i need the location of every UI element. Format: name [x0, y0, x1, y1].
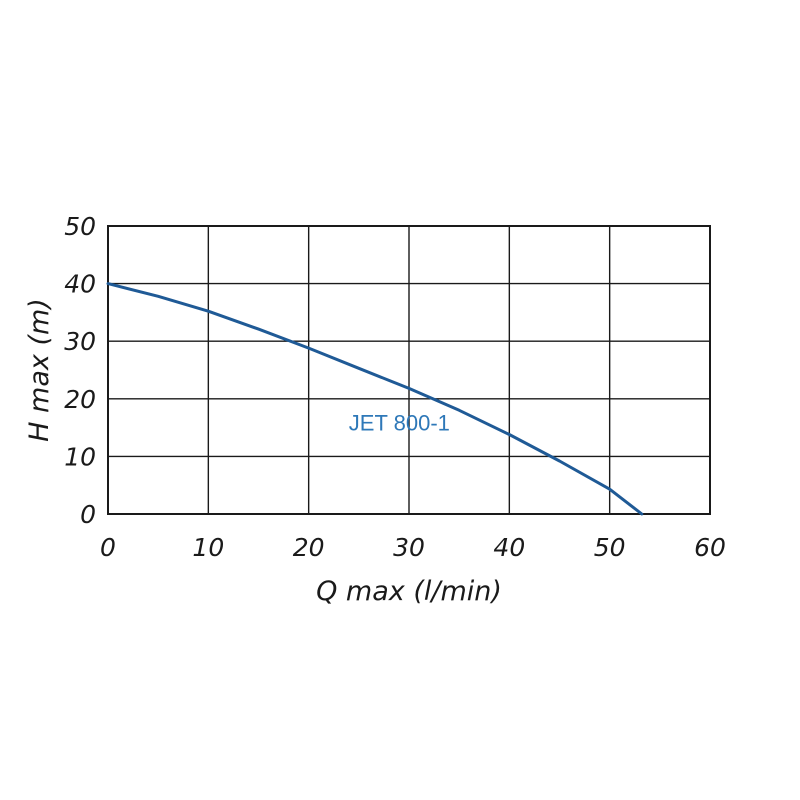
series-point	[640, 513, 643, 515]
series-point	[358, 367, 360, 370]
y-axis-ticks: 0 10 20 30 40 50	[64, 212, 96, 529]
x-axis-title: Q max (l/min)	[316, 576, 502, 607]
series-point	[307, 347, 310, 349]
x-tick-label: 0	[100, 533, 116, 562]
series-point	[257, 328, 260, 330]
y-tick-label: 0	[80, 500, 96, 529]
series-line	[106, 282, 644, 516]
series-point	[508, 433, 511, 436]
x-tick-label: 40	[493, 533, 525, 562]
series-point	[458, 409, 460, 412]
series-point	[107, 282, 109, 285]
x-tick-label: 30	[393, 533, 425, 562]
y-axis-title: H max (m)	[24, 298, 55, 442]
series-point	[207, 310, 210, 313]
x-tick-label: 20	[293, 533, 325, 562]
plot-area-border	[107, 225, 711, 515]
series-label-jet-800-1: JET 800-1	[349, 410, 450, 435]
x-tick-label: 10	[192, 533, 224, 562]
y-tick-label: 30	[64, 327, 96, 356]
series-point	[558, 460, 561, 462]
series-point	[608, 488, 611, 491]
series-point	[157, 295, 159, 298]
y-tick-label: 20	[64, 385, 96, 414]
series-point	[408, 387, 410, 390]
y-tick-label: 50	[64, 212, 96, 241]
y-tick-label: 40	[64, 270, 96, 299]
x-tick-label: 60	[694, 533, 726, 562]
x-axis-ticks: 0 10 20 30 40 50 60	[100, 533, 726, 562]
y-tick-label: 10	[64, 442, 96, 471]
series-layer	[106, 282, 644, 516]
x-tick-label: 50	[594, 533, 626, 562]
